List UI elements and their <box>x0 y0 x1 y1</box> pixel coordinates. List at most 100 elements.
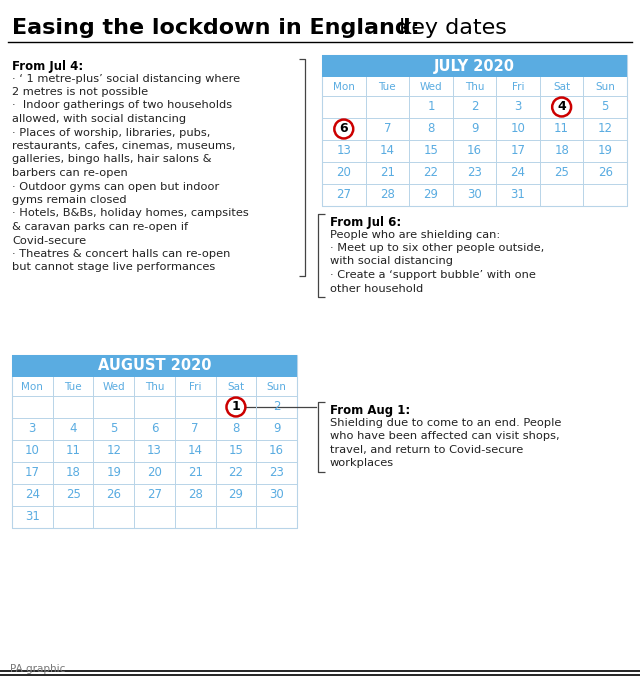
Text: 14: 14 <box>380 145 395 158</box>
Text: 4: 4 <box>557 101 566 114</box>
Text: 27: 27 <box>147 489 162 502</box>
Text: 11: 11 <box>65 445 81 458</box>
Text: Fri: Fri <box>189 381 202 391</box>
Text: 24: 24 <box>511 166 525 180</box>
Text: 15: 15 <box>228 445 243 458</box>
Text: 23: 23 <box>269 466 284 479</box>
Text: 26: 26 <box>598 166 612 180</box>
Bar <box>12 355 297 377</box>
Text: 19: 19 <box>598 145 612 158</box>
Text: · Create a ‘support bubble’ with one: · Create a ‘support bubble’ with one <box>330 270 536 280</box>
Text: 29: 29 <box>228 489 243 502</box>
Text: Covid-secure: Covid-secure <box>12 235 86 245</box>
Text: Wed: Wed <box>102 381 125 391</box>
Text: · Hotels, B&Bs, holiday homes, campsites: · Hotels, B&Bs, holiday homes, campsites <box>12 208 249 218</box>
Text: 10: 10 <box>25 445 40 458</box>
Text: 6: 6 <box>151 422 158 435</box>
Text: 31: 31 <box>511 189 525 201</box>
Text: 28: 28 <box>380 189 395 201</box>
Text: other household: other household <box>330 283 423 293</box>
Text: 12: 12 <box>106 445 122 458</box>
Text: 22: 22 <box>228 466 243 479</box>
Text: barbers can re-open: barbers can re-open <box>12 168 128 178</box>
Text: 7: 7 <box>191 422 199 435</box>
Circle shape <box>552 97 571 116</box>
Text: allowed, with social distancing: allowed, with social distancing <box>12 114 186 124</box>
Text: Tue: Tue <box>64 381 82 391</box>
Text: 13: 13 <box>147 445 162 458</box>
Text: 12: 12 <box>598 122 612 135</box>
Text: 5: 5 <box>602 101 609 114</box>
Text: 6: 6 <box>339 122 348 135</box>
Text: 17: 17 <box>511 145 525 158</box>
Text: Sat: Sat <box>227 381 244 391</box>
Text: 16: 16 <box>467 145 482 158</box>
Text: Fri: Fri <box>512 82 524 91</box>
Text: Thu: Thu <box>145 381 164 391</box>
Text: restaurants, cafes, cinemas, museums,: restaurants, cafes, cinemas, museums, <box>12 141 236 151</box>
Text: 4: 4 <box>558 101 565 114</box>
Text: From Aug 1:: From Aug 1: <box>330 404 410 417</box>
Text: 20: 20 <box>337 166 351 180</box>
Text: 27: 27 <box>336 189 351 201</box>
Text: key dates: key dates <box>392 18 507 38</box>
Text: ·  Indoor gatherings of two households: · Indoor gatherings of two households <box>12 101 232 110</box>
Text: 11: 11 <box>554 122 569 135</box>
Circle shape <box>227 397 245 416</box>
Text: 17: 17 <box>25 466 40 479</box>
Text: 6: 6 <box>340 122 348 135</box>
Text: Shielding due to come to an end. People: Shielding due to come to an end. People <box>330 418 561 427</box>
Text: 20: 20 <box>147 466 162 479</box>
Text: Sun: Sun <box>595 82 615 91</box>
Text: 10: 10 <box>511 122 525 135</box>
Text: PA graphic: PA graphic <box>10 664 65 674</box>
Text: 18: 18 <box>554 145 569 158</box>
Text: 28: 28 <box>188 489 203 502</box>
Circle shape <box>334 120 353 139</box>
Bar <box>12 355 297 528</box>
Text: 22: 22 <box>424 166 438 180</box>
Text: Tue: Tue <box>378 82 396 91</box>
Text: 13: 13 <box>337 145 351 158</box>
Text: 14: 14 <box>188 445 203 458</box>
Text: travel, and return to Covid-secure: travel, and return to Covid-secure <box>330 445 524 454</box>
Text: 30: 30 <box>269 489 284 502</box>
Text: 30: 30 <box>467 189 482 201</box>
Text: · Meet up to six other people outside,: · Meet up to six other people outside, <box>330 243 544 253</box>
Bar <box>322 55 627 206</box>
Text: Sat: Sat <box>553 82 570 91</box>
Text: 4: 4 <box>69 422 77 435</box>
Text: 24: 24 <box>25 489 40 502</box>
Text: 9: 9 <box>471 122 478 135</box>
Text: 25: 25 <box>554 166 569 180</box>
Text: 5: 5 <box>110 422 118 435</box>
Text: 31: 31 <box>25 510 40 523</box>
Text: 26: 26 <box>106 489 122 502</box>
Text: 3: 3 <box>515 101 522 114</box>
Text: 15: 15 <box>424 145 438 158</box>
Text: 8: 8 <box>428 122 435 135</box>
Text: 1: 1 <box>427 101 435 114</box>
Text: · ‘ 1 metre-plus’ social distancing where: · ‘ 1 metre-plus’ social distancing wher… <box>12 74 240 84</box>
Text: · Theatres & concert halls can re-open: · Theatres & concert halls can re-open <box>12 249 230 259</box>
Text: 1: 1 <box>232 400 239 414</box>
Bar <box>322 55 627 77</box>
Text: galleries, bingo halls, hair salons &: galleries, bingo halls, hair salons & <box>12 155 211 164</box>
Text: · Places of worship, libraries, pubs,: · Places of worship, libraries, pubs, <box>12 128 211 137</box>
Text: 16: 16 <box>269 445 284 458</box>
Text: who have been affected can visit shops,: who have been affected can visit shops, <box>330 431 559 441</box>
Text: From Jul 6:: From Jul 6: <box>330 216 401 229</box>
Text: · Outdoor gyms can open but indoor: · Outdoor gyms can open but indoor <box>12 181 220 191</box>
Text: 8: 8 <box>232 422 239 435</box>
Text: 23: 23 <box>467 166 482 180</box>
Text: Easing the lockdown in England:: Easing the lockdown in England: <box>12 18 420 38</box>
Text: 2: 2 <box>273 400 280 414</box>
Text: Mon: Mon <box>21 381 44 391</box>
Text: AUGUST 2020: AUGUST 2020 <box>98 358 211 374</box>
Text: 18: 18 <box>66 466 81 479</box>
Text: 19: 19 <box>106 466 122 479</box>
Text: JULY 2020: JULY 2020 <box>434 59 515 74</box>
Text: 7: 7 <box>383 122 391 135</box>
Text: but cannot stage live performances: but cannot stage live performances <box>12 262 215 272</box>
Text: 9: 9 <box>273 422 280 435</box>
